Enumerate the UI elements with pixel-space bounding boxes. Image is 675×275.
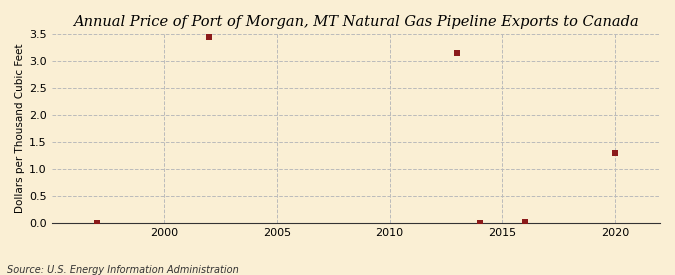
Text: Source: U.S. Energy Information Administration: Source: U.S. Energy Information Administ… <box>7 265 238 275</box>
Point <box>91 220 102 225</box>
Title: Annual Price of Port of Morgan, MT Natural Gas Pipeline Exports to Canada: Annual Price of Port of Morgan, MT Natur… <box>73 15 639 29</box>
Y-axis label: Dollars per Thousand Cubic Feet: Dollars per Thousand Cubic Feet <box>15 44 25 213</box>
Point <box>452 51 462 56</box>
Point <box>475 220 485 225</box>
Point <box>204 35 215 39</box>
Point <box>610 151 620 155</box>
Point <box>520 220 531 224</box>
